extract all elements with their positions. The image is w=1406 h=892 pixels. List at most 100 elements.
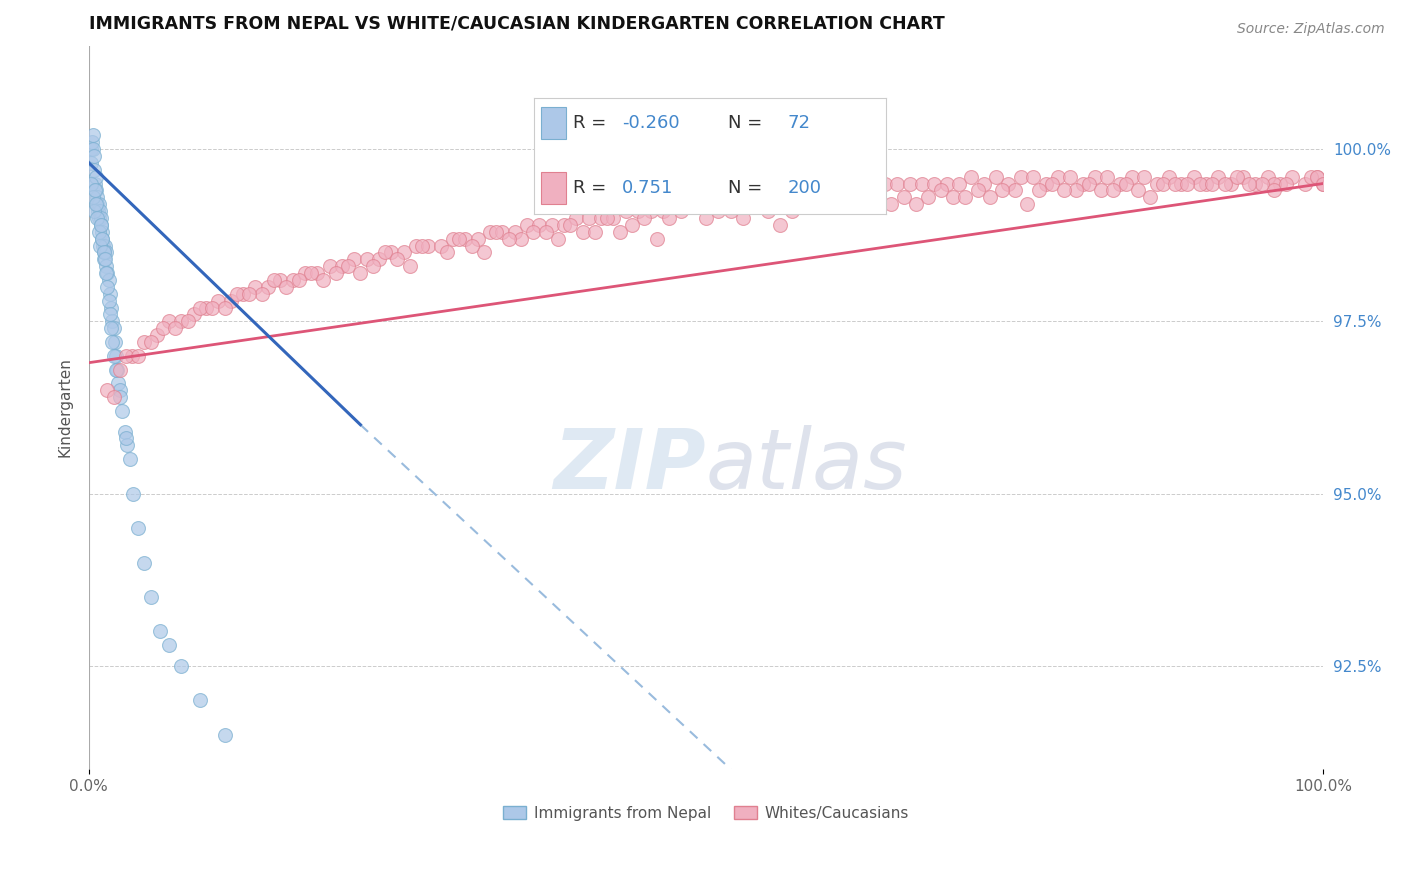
Point xyxy=(361,259,384,273)
Point xyxy=(775,183,797,197)
Point xyxy=(929,183,952,197)
Point xyxy=(281,273,304,287)
Point xyxy=(1053,183,1076,197)
Point xyxy=(337,259,360,273)
Point xyxy=(911,177,934,191)
Point xyxy=(368,252,391,267)
Point xyxy=(103,321,125,335)
Point xyxy=(1084,169,1107,184)
Point xyxy=(1312,177,1334,191)
Point xyxy=(1281,169,1303,184)
Point xyxy=(90,218,112,232)
Point xyxy=(516,218,538,232)
Point xyxy=(1102,183,1125,197)
Point xyxy=(87,204,110,219)
Point xyxy=(633,211,655,225)
Point xyxy=(522,225,544,239)
Point xyxy=(91,232,114,246)
Point xyxy=(713,190,735,204)
Point xyxy=(89,197,111,211)
Point xyxy=(880,197,903,211)
Point xyxy=(392,245,415,260)
Point xyxy=(596,211,619,225)
Point xyxy=(105,349,128,363)
Point xyxy=(1219,177,1241,191)
Point xyxy=(707,204,730,219)
Point xyxy=(602,211,624,225)
Point xyxy=(330,259,353,273)
Point xyxy=(96,280,118,294)
Point xyxy=(118,452,141,467)
Point xyxy=(343,252,366,267)
Point xyxy=(94,245,117,260)
Point xyxy=(645,232,668,246)
Point xyxy=(1237,177,1260,191)
Point xyxy=(886,177,908,191)
Text: 0.751: 0.751 xyxy=(621,179,673,197)
Point xyxy=(1250,177,1272,191)
Point xyxy=(824,183,846,197)
Point xyxy=(1108,177,1130,191)
Point xyxy=(170,659,193,673)
Point xyxy=(94,252,117,267)
Point xyxy=(1182,169,1205,184)
Point xyxy=(862,177,884,191)
Point xyxy=(702,197,724,211)
Point xyxy=(1040,177,1063,191)
Point xyxy=(83,149,105,163)
Point xyxy=(80,142,103,156)
Point xyxy=(436,245,458,260)
Point xyxy=(1022,169,1045,184)
Point xyxy=(176,314,198,328)
Point xyxy=(86,197,108,211)
Point xyxy=(1232,169,1254,184)
Point xyxy=(134,556,156,570)
Point xyxy=(84,169,107,184)
Point xyxy=(553,218,575,232)
Point xyxy=(121,349,143,363)
Point xyxy=(1126,183,1149,197)
Point xyxy=(997,177,1019,191)
Point xyxy=(101,314,124,328)
Point xyxy=(87,225,110,239)
Point xyxy=(101,334,124,349)
Text: ZIP: ZIP xyxy=(554,425,706,506)
Point xyxy=(725,190,748,204)
Point xyxy=(1146,177,1168,191)
Point xyxy=(1015,197,1038,211)
Point xyxy=(152,321,174,335)
Point xyxy=(991,183,1014,197)
Point xyxy=(122,486,145,500)
Point xyxy=(214,301,236,315)
Point xyxy=(1299,169,1322,184)
Point xyxy=(1244,177,1267,191)
Point xyxy=(84,183,107,197)
Point xyxy=(188,693,211,707)
Point xyxy=(105,362,128,376)
Point xyxy=(165,321,187,335)
Point xyxy=(219,293,242,308)
Point xyxy=(108,362,131,376)
Point xyxy=(86,190,108,204)
Point xyxy=(955,190,977,204)
Bar xyxy=(541,107,565,139)
Point xyxy=(256,280,278,294)
Point xyxy=(491,225,513,239)
Point xyxy=(139,590,162,604)
Text: N =: N = xyxy=(728,179,768,197)
Bar xyxy=(541,172,565,203)
Point xyxy=(114,425,136,439)
Point xyxy=(503,225,526,239)
Point xyxy=(287,273,309,287)
Point xyxy=(83,204,105,219)
Point xyxy=(744,197,766,211)
Point xyxy=(793,197,815,211)
Point xyxy=(188,301,211,315)
Point xyxy=(94,259,117,273)
Point xyxy=(658,211,681,225)
Point xyxy=(349,266,371,280)
Point xyxy=(87,211,110,225)
Point xyxy=(1121,169,1143,184)
Point xyxy=(695,211,717,225)
Point xyxy=(979,190,1001,204)
